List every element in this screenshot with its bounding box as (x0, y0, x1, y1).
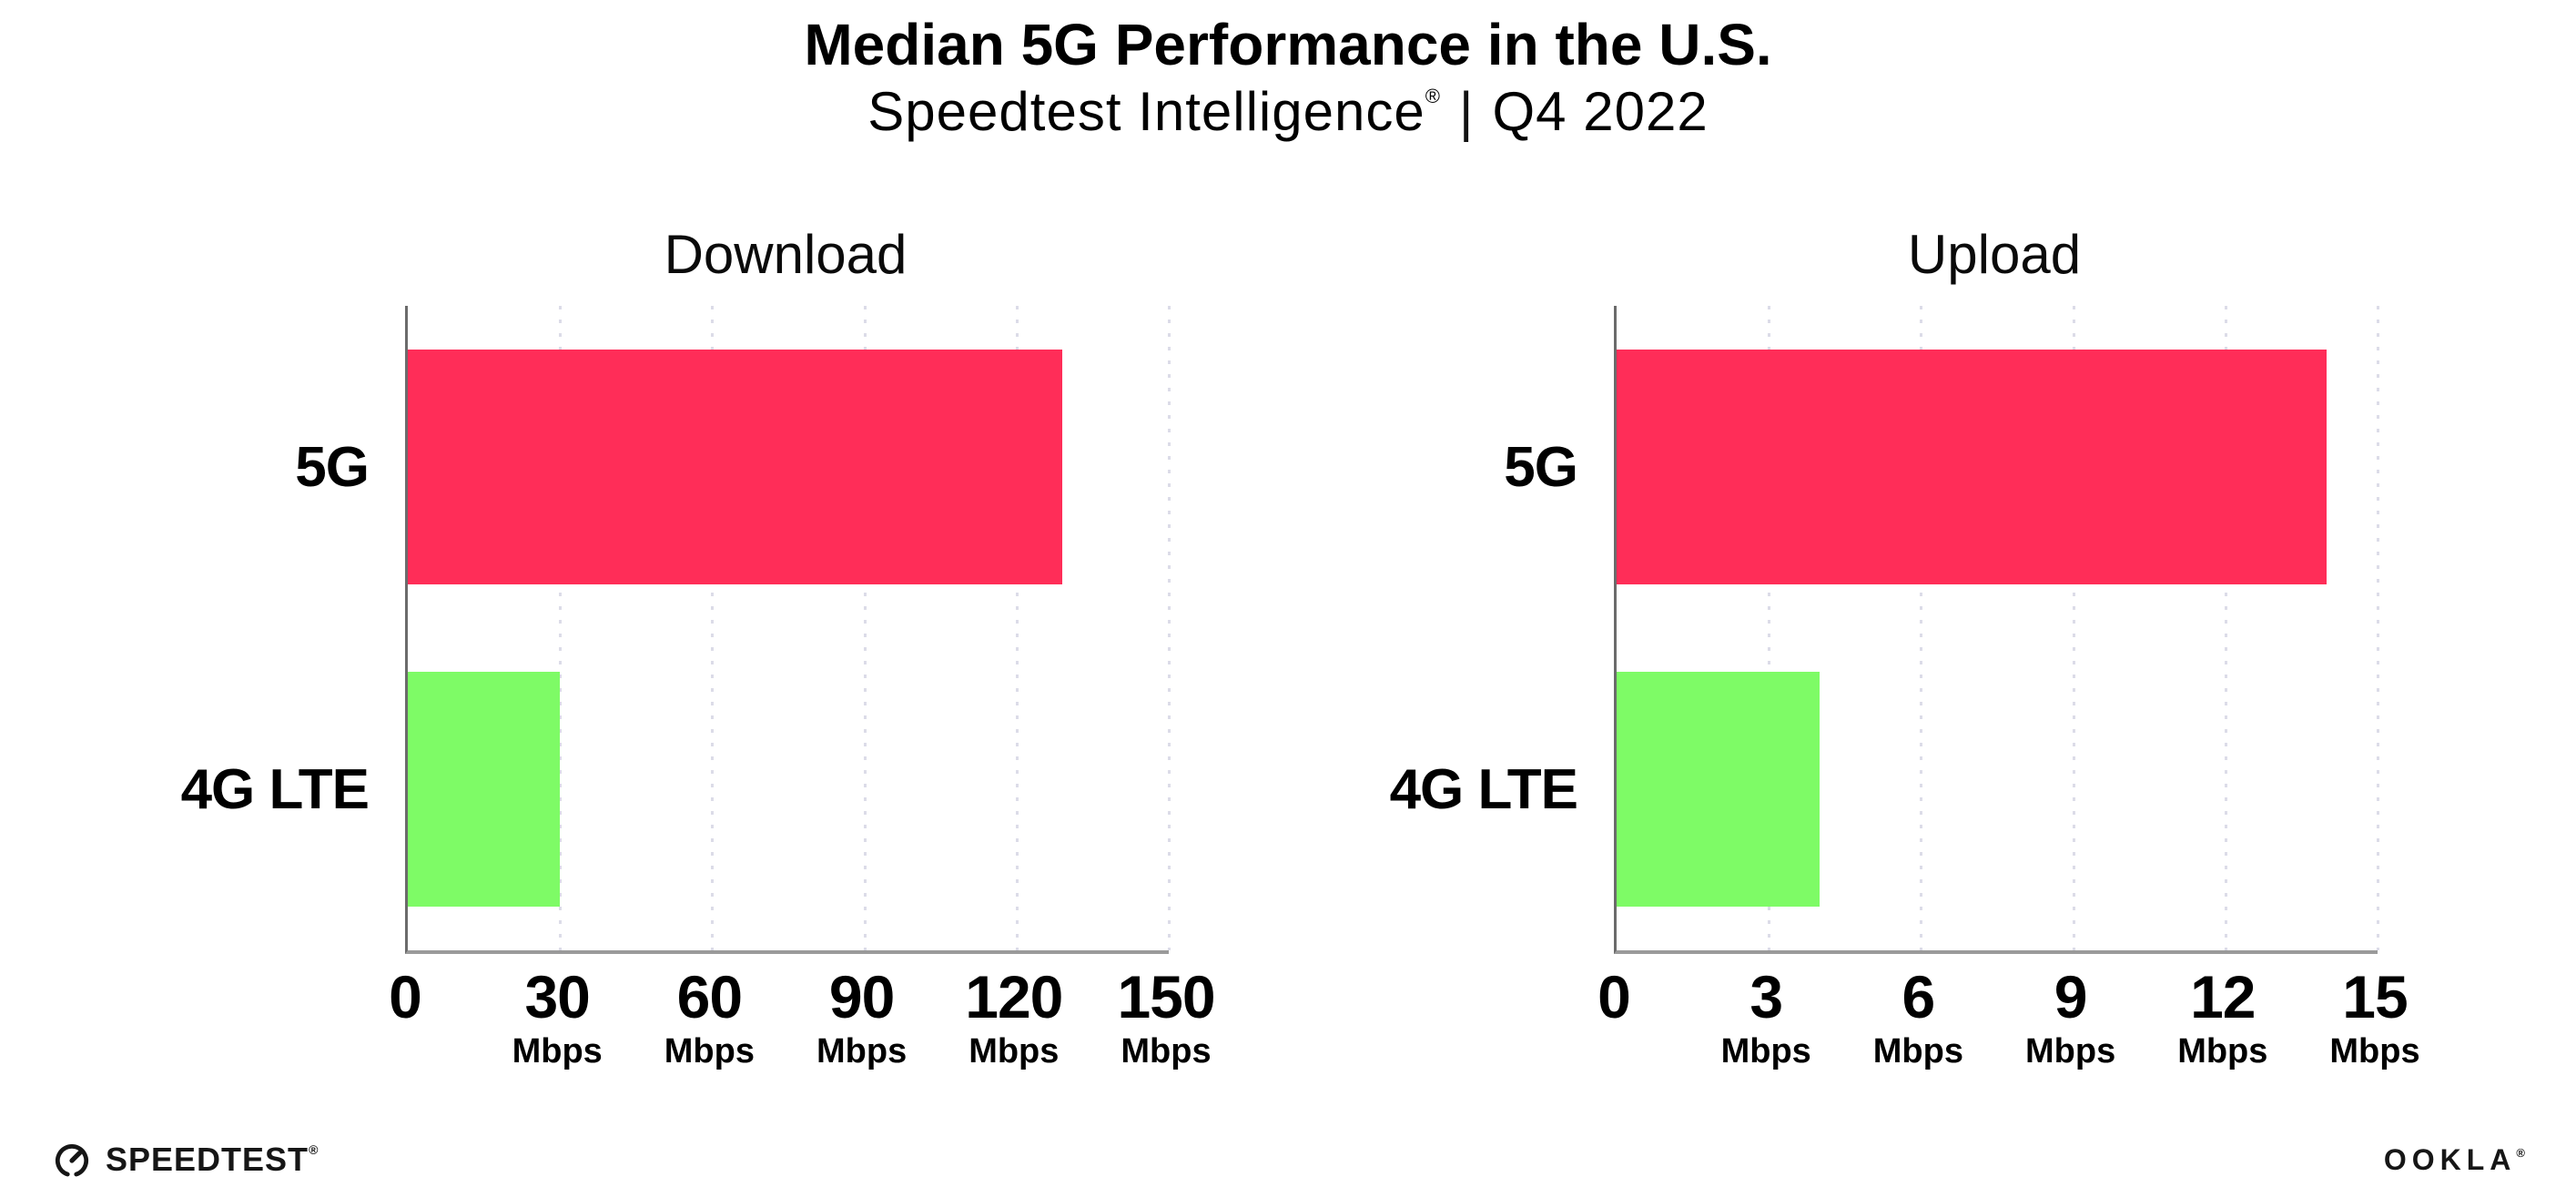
x-tick-value: 90 (828, 963, 895, 1031)
x-tick-unit: Mbps (816, 1032, 908, 1071)
x-tick-15: 15 Mbps (2329, 967, 2419, 1069)
gridline-120 (1015, 306, 1019, 951)
category-label-4g-lte: 4G LTE (1389, 757, 1578, 821)
x-tick-120: 120 Mbps (965, 963, 1063, 1071)
x-tick-6: 6 Mbps (1873, 967, 1963, 1069)
plot-area-download (405, 306, 1171, 955)
chart-upload: Upload 5G 4G LTE 0 3 Mbps 6 Mbps 9 Mbps 12 Mbps 15 Mb… (1345, 224, 2420, 1087)
x-tick-unit: Mbps (2024, 1032, 2116, 1071)
subtitle-period: Q4 2022 (1492, 81, 1709, 143)
gridline-150 (1168, 306, 1171, 951)
ookla-registered-mark: ® (2516, 1145, 2525, 1160)
registered-trademark-icon: ® (1425, 85, 1441, 108)
x-axis-labels: 0 3 Mbps 6 Mbps 9 Mbps 12 Mbps 15 Mbps (1597, 967, 2419, 1087)
ookla-logo: OOKLA® (2384, 1143, 2525, 1177)
chart-body-download: 5G 4G LTE (137, 306, 1171, 955)
x-tick-value: 150 (1117, 963, 1215, 1031)
gridline-6 (1920, 306, 1923, 951)
gridline-90 (863, 306, 867, 951)
x-tick-value: 6 (1902, 963, 1936, 1031)
bar-5g (1617, 350, 2328, 585)
page-subtitle: Speedtest Intelligence® | Q4 2022 (0, 83, 2576, 140)
x-tick-9: 9 Mbps (2025, 967, 2115, 1069)
x-axis-labels: 0 30 Mbps 60 Mbps 90 Mbps 120 Mbps 150 Mbps (389, 963, 1215, 1087)
x-tick-unit: Mbps (664, 1032, 755, 1071)
bar-4g-lte (1617, 672, 1820, 908)
speedtest-logo: SPEEDTEST® (51, 1139, 319, 1181)
x-tick-value: 0 (389, 963, 422, 1031)
x-tick-value: 120 (965, 963, 1063, 1031)
x-tick-90: 90 Mbps (816, 967, 907, 1069)
chart-download: Download 5G 4G LTE 0 30 Mbps 60 Mbps 90 Mbps 120 Mb… (137, 224, 1216, 1087)
charts-row: Download 5G 4G LTE 0 30 Mbps 60 Mbps 90 Mbps 120 Mb… (0, 228, 2576, 1087)
x-tick-0: 0 (1597, 963, 1631, 1031)
x-tick-value: 60 (676, 963, 743, 1031)
x-tick-value: 3 (1749, 963, 1783, 1031)
category-label-4g-lte: 4G LTE (180, 757, 370, 821)
gridline-60 (711, 306, 715, 951)
subtitle-separator: | (1458, 81, 1475, 143)
gridline-15 (2377, 306, 2379, 951)
x-tick-3: 3 Mbps (1721, 967, 1811, 1069)
gridline-12 (2224, 306, 2227, 951)
x-tick-unit: Mbps (512, 1032, 603, 1071)
gridline-30 (559, 306, 563, 951)
speedtest-registered-mark: ® (309, 1142, 319, 1157)
x-tick-value: 0 (1597, 963, 1631, 1031)
x-tick-60: 60 Mbps (664, 967, 755, 1069)
category-label-5g: 5G (1504, 435, 1578, 499)
chart-body-upload: 5G 4G LTE (1345, 306, 2379, 955)
x-tick-unit: Mbps (969, 1032, 1060, 1071)
x-tick-value: 9 (2054, 963, 2088, 1031)
speedtest-wordmark-text: SPEEDTEST (106, 1141, 309, 1178)
bar-5g (408, 350, 1062, 585)
x-tick-0: 0 (389, 963, 422, 1031)
gridline-3 (1768, 306, 1771, 951)
x-tick-unit: Mbps (1720, 1032, 1811, 1071)
x-tick-unit: Mbps (2329, 1032, 2420, 1071)
speedtest-wordmark: SPEEDTEST® (106, 1141, 319, 1179)
bar-4g-lte (408, 672, 561, 908)
x-tick-value: 15 (2342, 963, 2408, 1031)
x-tick-value: 30 (524, 963, 590, 1031)
x-tick-150: 150 Mbps (1117, 963, 1215, 1071)
footer: SPEEDTEST® OOKLA® (51, 1139, 2525, 1181)
x-tick-unit: Mbps (2177, 1032, 2268, 1071)
gridline-9 (2072, 306, 2075, 951)
page-title: Median 5G Performance in the U.S. (804, 12, 1772, 77)
subtitle-brand: Speedtest Intelligence (867, 81, 1425, 143)
x-tick-30: 30 Mbps (512, 967, 603, 1069)
x-tick-unit: Mbps (1872, 1032, 1963, 1071)
y-axis-labels: 5G 4G LTE (137, 306, 405, 954)
category-label-5g: 5G (295, 435, 370, 499)
y-axis-labels: 5G 4G LTE (1345, 306, 1614, 954)
chart-title-download: Download (664, 224, 908, 286)
chart-title-upload: Upload (1907, 224, 2082, 286)
speedtest-gauge-icon (55, 1144, 89, 1177)
x-tick-12: 12 Mbps (2177, 967, 2267, 1069)
x-tick-unit: Mbps (1121, 1032, 1212, 1071)
chart-header: Median 5G Performance in the U.S. Speedt… (0, 0, 2576, 140)
x-tick-value: 12 (2190, 963, 2256, 1031)
plot-area-upload (1614, 306, 2379, 955)
ookla-wordmark-text: OOKLA (2383, 1142, 2517, 1176)
